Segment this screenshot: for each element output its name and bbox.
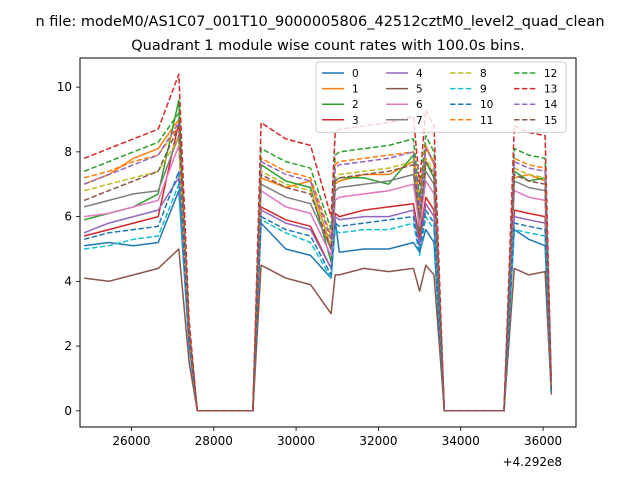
- axis-ticks: 26000 28000 30000 32000 34000 36000 0 2 4 6 8 10: [57, 80, 562, 448]
- y-tick-label: 0: [64, 404, 72, 418]
- legend-label-2: 2: [352, 99, 359, 111]
- x-tick-label: 28000: [195, 434, 233, 448]
- y-tick-label: 2: [64, 339, 72, 353]
- legend-label-5: 5: [416, 84, 423, 96]
- x-tick-label: 32000: [359, 434, 397, 448]
- figure-suptitle: n file: modeM0/AS1C07_001T10_9000005806_…: [35, 14, 604, 30]
- legend-label-10: 10: [480, 99, 493, 111]
- x-offset-label: +4.292e8: [503, 455, 562, 469]
- legend-label-3: 3: [352, 115, 359, 127]
- y-tick-label: 8: [64, 145, 72, 159]
- legend-label-15: 15: [544, 115, 557, 127]
- legend-label-1: 1: [352, 84, 359, 96]
- legend-label-7: 7: [416, 115, 423, 127]
- y-tick-label: 10: [57, 80, 72, 94]
- legend-label-9: 9: [480, 84, 487, 96]
- legend-label-12: 12: [544, 68, 557, 80]
- legend-label-13: 13: [544, 84, 557, 96]
- x-tick-label: 26000: [112, 434, 150, 448]
- legend-box: [315, 61, 567, 133]
- legend-label-11: 11: [480, 115, 493, 127]
- legend-label-6: 6: [416, 99, 423, 111]
- legend-label-14: 14: [544, 99, 558, 111]
- legend-label-8: 8: [480, 68, 487, 80]
- y-tick-label: 4: [64, 274, 72, 288]
- x-tick-label: 30000: [277, 434, 315, 448]
- y-tick-label: 6: [64, 210, 72, 224]
- x-tick-label: 34000: [442, 434, 480, 448]
- legend-label-4: 4: [416, 68, 423, 80]
- x-tick-label: 36000: [524, 434, 562, 448]
- series-line-15: [83, 125, 553, 412]
- chart-title: Quadrant 1 module wise count rates with …: [131, 38, 525, 54]
- legend-label-0: 0: [352, 68, 359, 80]
- plot-frame: [79, 57, 577, 428]
